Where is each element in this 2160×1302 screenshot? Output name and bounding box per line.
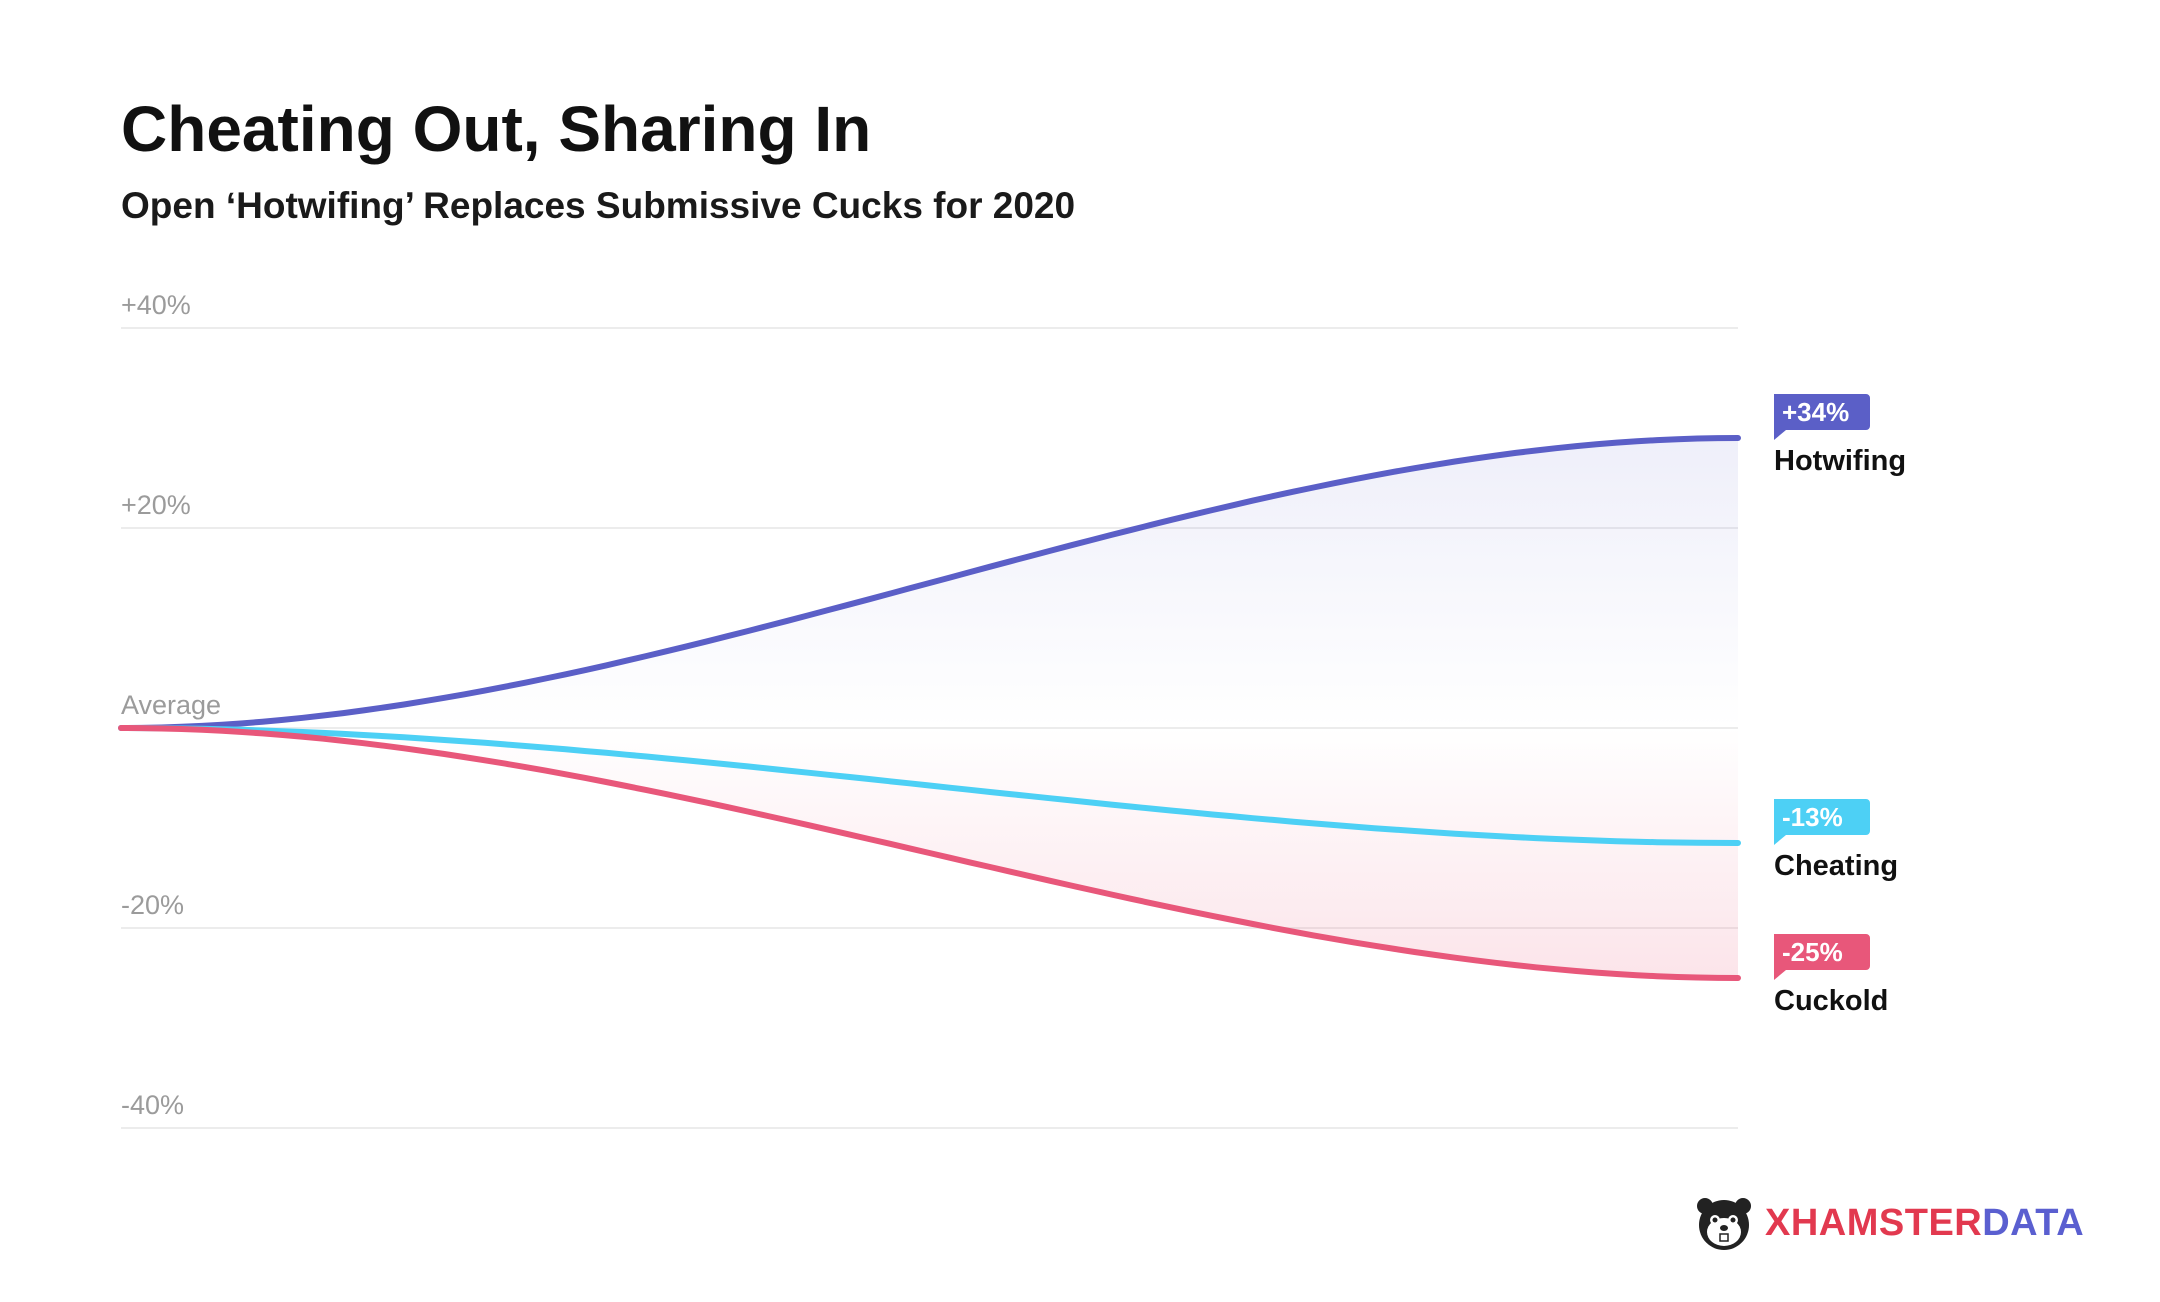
series-end-label-cheating: -13% Cheating	[1774, 799, 1898, 882]
y-tick-label: +20%	[121, 490, 191, 520]
gridlines: +40% +20% Average -20% -40%	[121, 290, 1738, 1129]
value-badge-text: -25%	[1782, 937, 1843, 967]
series-end-label-cuckold: -25% Cuckold	[1774, 934, 1888, 1017]
series-name-label: Hotwifing	[1774, 445, 1906, 477]
series-name-label: Cuckold	[1774, 985, 1888, 1017]
value-badge-text: -13%	[1782, 802, 1843, 832]
series-line-cuckold	[118, 725, 1741, 981]
chart-subtitle: Open ‘Hotwifing’ Replaces Submissive Cuc…	[121, 185, 1076, 226]
y-tick-label: +40%	[121, 290, 191, 320]
value-badge	[1774, 394, 1870, 440]
chart-title: Cheating Out, Sharing In	[121, 93, 872, 165]
brand-logo: XHAMSTERDATA	[1693, 1192, 2084, 1254]
value-badge	[1774, 934, 1870, 980]
value-badge-text: +34%	[1782, 397, 1849, 427]
value-badge	[1774, 799, 1870, 845]
series-lines	[118, 435, 1741, 981]
brand-name-part2: DATA	[1982, 1201, 2085, 1244]
series-line-hotwifing	[118, 435, 1741, 731]
series-labels: +34% Hotwifing -13% Cheating -25% Cuckold	[1774, 394, 1906, 1017]
series-end-label-hotwifing: +34% Hotwifing	[1774, 394, 1906, 477]
y-tick-label: -20%	[121, 890, 184, 920]
y-tick-label: Average	[121, 690, 221, 720]
brand-name-part1: XHAMSTER	[1765, 1201, 1983, 1244]
hamster-face-icon	[1697, 1198, 1751, 1250]
y-tick-label: -40%	[121, 1090, 184, 1120]
series-line-cheating	[118, 725, 1741, 846]
series-name-label: Cheating	[1774, 850, 1898, 882]
